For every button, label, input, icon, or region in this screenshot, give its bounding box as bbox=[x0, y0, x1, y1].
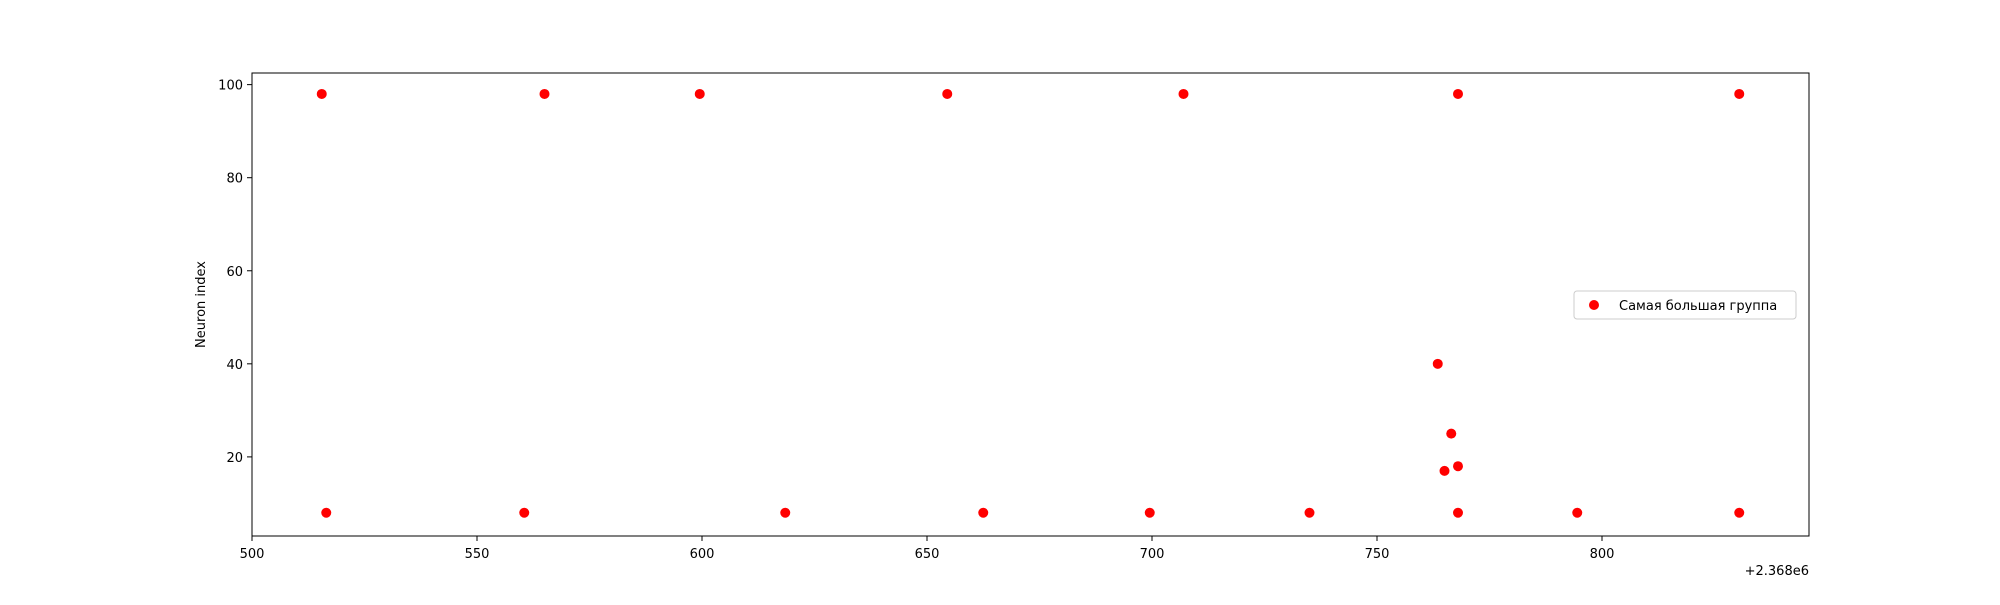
x-tick-label: 600 bbox=[690, 547, 715, 562]
y-tick-label: 40 bbox=[226, 358, 243, 373]
data-point bbox=[519, 507, 530, 518]
data-point bbox=[1144, 507, 1155, 518]
x-tick-label: 750 bbox=[1365, 547, 1390, 562]
data-point bbox=[1734, 507, 1745, 518]
x-tick-label: 650 bbox=[915, 547, 940, 562]
y-tick-label: 80 bbox=[226, 172, 243, 187]
x-tick-label: 800 bbox=[1590, 547, 1615, 562]
y-tick-label: 60 bbox=[226, 265, 243, 280]
x-tick-label: 700 bbox=[1140, 547, 1165, 562]
data-point bbox=[1572, 507, 1583, 518]
data-point bbox=[1734, 88, 1745, 99]
data-point bbox=[321, 507, 332, 518]
axes-frame bbox=[251, 72, 1810, 537]
data-point bbox=[1304, 507, 1315, 518]
data-point bbox=[780, 507, 791, 518]
data-point bbox=[694, 88, 705, 99]
x-axis: 500 550 600 650 700 750 800 bbox=[240, 536, 1615, 562]
data-points bbox=[316, 88, 1745, 518]
data-point bbox=[1432, 358, 1443, 369]
legend: Самая большая группа bbox=[1573, 290, 1797, 320]
legend-label: Самая большая группа bbox=[1619, 299, 1777, 314]
y-axis-label: Neuron index bbox=[194, 261, 209, 348]
x-axis-offset-label: +2.368e6 bbox=[1745, 564, 1809, 579]
y-tick-label: 100 bbox=[218, 79, 243, 94]
data-point bbox=[1453, 461, 1463, 472]
data-point bbox=[978, 507, 989, 518]
y-tick-label: 20 bbox=[226, 451, 243, 466]
x-tick-label: 550 bbox=[465, 547, 490, 562]
plot-area-border bbox=[251, 72, 1810, 537]
legend-marker bbox=[1589, 300, 1599, 310]
legend-box bbox=[1573, 290, 1797, 320]
data-point bbox=[1439, 465, 1450, 476]
data-point bbox=[1453, 507, 1463, 518]
y-axis: 20 40 60 80 100 bbox=[218, 79, 252, 466]
data-point bbox=[942, 88, 953, 99]
data-point bbox=[1446, 428, 1457, 439]
data-point bbox=[1453, 88, 1463, 99]
data-point bbox=[539, 88, 550, 99]
data-point bbox=[316, 88, 327, 99]
data-point bbox=[1178, 88, 1189, 99]
x-tick-label: 500 bbox=[240, 547, 265, 562]
